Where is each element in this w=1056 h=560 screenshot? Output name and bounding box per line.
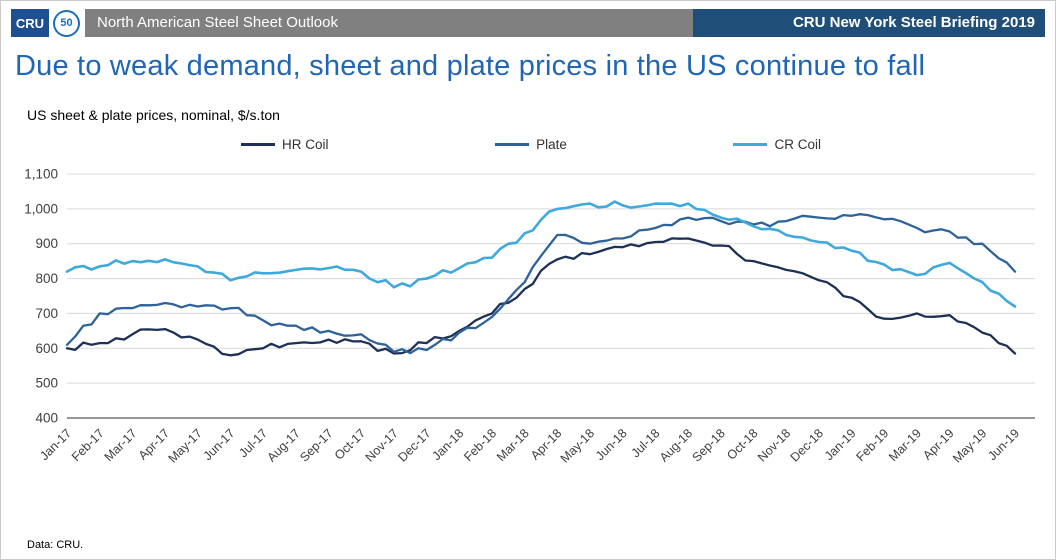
legend-item-hr-coil: HR Coil xyxy=(241,137,329,152)
header-left-title: North American Steel Sheet Outlook xyxy=(85,9,693,37)
y-axis-tick-label: 600 xyxy=(35,341,58,356)
x-axis-tick-label: Mar-18 xyxy=(494,426,532,464)
x-axis-tick-label: Jan-19 xyxy=(822,426,859,463)
x-axis-tick-label: Oct-18 xyxy=(724,426,760,462)
anniversary-50-badge: 50 xyxy=(53,9,80,37)
data-source-note: Data: CRU. xyxy=(27,539,84,551)
x-axis-tick-label: Feb-18 xyxy=(461,426,499,464)
legend-item-cr-coil: CR Coil xyxy=(733,137,821,152)
x-axis-tick-label: Mar-17 xyxy=(102,426,140,464)
y-axis-tick-label: 400 xyxy=(35,411,58,426)
x-axis-tick-label: Aug-17 xyxy=(265,426,303,464)
page-title: Due to weak demand, sheet and plate pric… xyxy=(15,50,926,82)
x-axis-tick-label: Sep-18 xyxy=(690,426,728,464)
chart-subtitle: US sheet & plate prices, nominal, $/s.to… xyxy=(27,107,280,123)
price-chart: 400 500 600 700 800 900 1,000 1,100 Jan-17Feb-17… xyxy=(24,167,1035,466)
x-axis-tick-label: May-17 xyxy=(166,426,205,465)
y-axis-tick-label: 500 xyxy=(35,376,58,391)
x-axis-tick-label: Jan-17 xyxy=(37,426,74,463)
y-axis-tick-label: 1,000 xyxy=(24,201,58,216)
chart-container: 400 500 600 700 800 900 1,000 1,100 Jan-17 Feb-17… xyxy=(15,158,1055,515)
y-axis-tick-label: 700 xyxy=(35,306,58,321)
x-axis-tick-label: Nov-18 xyxy=(755,426,793,464)
chart-legend: HR Coil Plate CR Coil xyxy=(241,137,821,152)
legend-item-plate: Plate xyxy=(495,137,567,152)
y-axis-tick-label: 1,100 xyxy=(24,167,58,182)
series-line-cr-coil xyxy=(65,200,1017,308)
header-bar: CRU 50 North American Steel Sheet Outloo… xyxy=(11,9,1045,37)
cru-logo: CRU xyxy=(11,9,49,37)
legend-label: CR Coil xyxy=(774,137,821,152)
x-axis-tick-label: Oct-17 xyxy=(332,426,368,462)
series-line-hr-coil xyxy=(65,237,1017,357)
x-axis-tick-label: Feb-19 xyxy=(853,426,891,464)
legend-label: Plate xyxy=(536,137,567,152)
x-axis-tick-label: May-19 xyxy=(950,426,989,465)
legend-label: HR Coil xyxy=(282,137,329,152)
x-axis-tick-label: Mar-19 xyxy=(886,426,924,464)
x-axis-tick-label: Nov-17 xyxy=(363,426,401,464)
header-right-title: CRU New York Steel Briefing 2019 xyxy=(693,9,1045,37)
x-axis-tick-label: Aug-18 xyxy=(657,426,695,464)
x-axis-tick-label: Dec-17 xyxy=(395,426,433,464)
x-axis-tick-label: Dec-18 xyxy=(788,426,826,464)
y-axis-tick-label: 800 xyxy=(35,271,58,286)
legend-line-swatch xyxy=(733,143,768,146)
x-axis-tick-label: Feb-17 xyxy=(69,426,107,464)
x-axis-tick-label: Jan-18 xyxy=(429,426,466,463)
legend-line-swatch xyxy=(495,143,530,146)
y-axis-tick-label: 900 xyxy=(35,236,58,251)
x-axis-tick-label: Jun-17 xyxy=(201,426,238,463)
series-line-plate xyxy=(65,213,1017,355)
x-axis-tick-label: Jun-19 xyxy=(985,426,1022,463)
legend-line-swatch xyxy=(241,143,275,146)
x-axis-tick-label: Jun-18 xyxy=(593,426,630,463)
x-axis-tick-label: May-18 xyxy=(558,426,597,465)
x-axis-tick-label: Sep-17 xyxy=(297,426,335,464)
